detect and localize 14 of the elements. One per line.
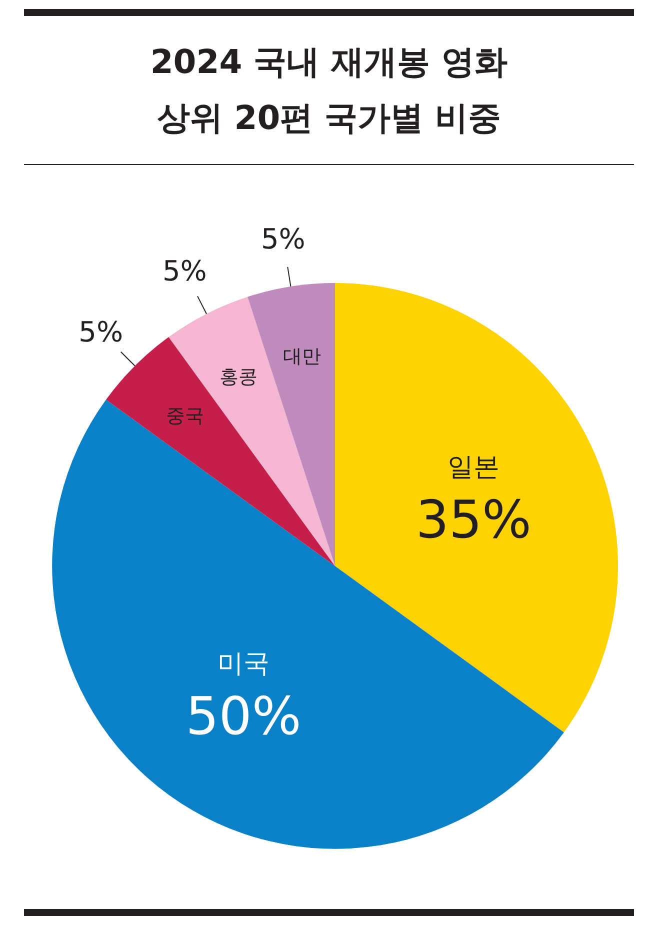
data-label: 5% xyxy=(260,222,306,256)
pie-slice xyxy=(168,296,335,566)
slice-label: 일본 xyxy=(448,452,500,482)
slice-label: 대만 xyxy=(282,345,321,368)
slice-label: 미국 xyxy=(218,648,270,679)
data-label: 5% xyxy=(78,315,124,348)
slice-label: 홍콩 xyxy=(220,366,258,388)
data-label: 35% xyxy=(416,490,532,550)
pie-slice xyxy=(52,400,564,848)
pie-slice xyxy=(335,283,618,732)
data-label: 5% xyxy=(162,254,207,288)
slice-label: 중국 xyxy=(166,404,204,427)
data-label: 50% xyxy=(186,686,302,747)
chart-title: 2024 국내 재개봉 영화 상위 20편 국가별 비중 xyxy=(149,41,509,139)
